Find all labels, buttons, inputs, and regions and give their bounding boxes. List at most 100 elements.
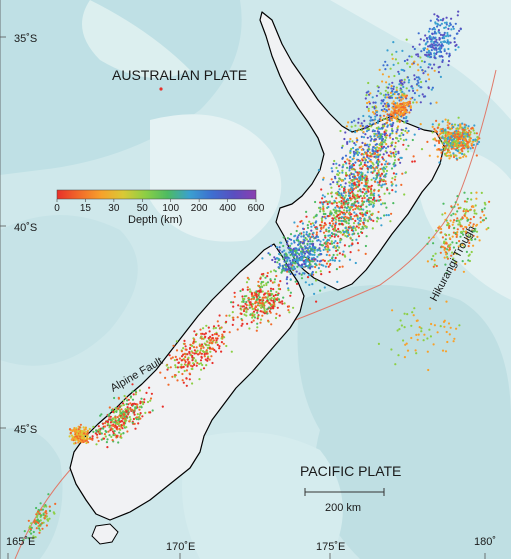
epicentre-dot [344, 215, 347, 218]
epicentre-dot [444, 350, 448, 353]
epicentre-dot [41, 508, 45, 511]
epicentre-dot [159, 87, 163, 91]
epicentre-dot [419, 101, 422, 104]
epicentre-dot [470, 191, 473, 195]
epicentre-dot [406, 349, 410, 352]
epicentre-dot [390, 94, 393, 97]
epicentre-dot [320, 273, 323, 276]
epicentre-dot [358, 184, 361, 187]
epicentre-dot [392, 93, 395, 96]
epicentre-dot [324, 212, 327, 216]
epicentre-dot [441, 44, 444, 47]
epicentre-dot [105, 441, 108, 444]
epicentre-dot [387, 105, 390, 108]
epicentre-dot [350, 229, 354, 232]
epicentre-dot [435, 38, 438, 41]
epicentre-dot [149, 397, 153, 400]
epicentre-dot [469, 238, 472, 241]
epicentre-dot [300, 277, 304, 280]
epicentre-dot [435, 130, 439, 133]
epicentre-dot [239, 305, 242, 308]
epicentre-dot [109, 429, 112, 432]
epicentre-dot [454, 154, 457, 157]
epicentre-dot [405, 127, 408, 130]
epicentre-dot [408, 79, 411, 82]
epicentre-dot [117, 397, 120, 400]
epicentre-dot [415, 333, 418, 336]
epicentre-dot [348, 140, 351, 143]
epicentre-dot [355, 238, 358, 241]
epicentre-dot [137, 422, 140, 425]
epicentre-dot [364, 97, 367, 100]
epicentre-dot [362, 221, 365, 224]
epicentre-dot [311, 260, 314, 263]
scale-bar-label: 200 km [325, 502, 361, 514]
epicentre-dot [422, 72, 425, 75]
epicentre-dot [433, 127, 436, 131]
epicentre-dot [367, 81, 370, 85]
epicentre-dot [347, 222, 350, 225]
epicentre-dot [113, 421, 116, 424]
epicentre-dot [31, 537, 35, 540]
epicentre-dot [288, 270, 291, 273]
epicentre-dot [402, 114, 405, 117]
epicentre-dot [413, 47, 416, 51]
epicentre-dot [448, 225, 451, 228]
epicentre-dot [428, 27, 431, 30]
lat-label-45s: 45˚S [14, 424, 37, 436]
epicentre-dot [425, 51, 429, 54]
epicentre-dot [367, 198, 370, 201]
epicentre-dot [38, 531, 41, 534]
epicentre-dot [22, 538, 25, 542]
epicentre-dot [346, 142, 349, 145]
epicentre-dot [70, 434, 74, 437]
epicentre-dot [35, 527, 38, 530]
epicentre-dot [475, 230, 479, 233]
epicentre-dot [465, 250, 468, 253]
epicentre-dot [316, 259, 319, 262]
epicentre-dot [349, 207, 352, 210]
epicentre-dot [383, 130, 386, 134]
epicentre-dot [484, 217, 488, 220]
epicentre-dot [108, 418, 111, 421]
epicentre-dot [453, 268, 457, 271]
epicentre-dot [469, 147, 472, 150]
epicentre-dot [95, 443, 98, 446]
epicentre-dot [294, 273, 297, 276]
epicentre-dot [441, 145, 445, 149]
epicentre-dot [186, 358, 189, 361]
epicentre-dot [131, 408, 134, 411]
epicentre-dot [427, 66, 430, 69]
epicentre-dot [177, 370, 180, 374]
epicentre-dot [149, 399, 152, 402]
epicentre-dot [377, 169, 380, 172]
epicentre-dot [443, 21, 447, 24]
epicentre-dot [341, 265, 344, 268]
epicentre-dot [385, 169, 389, 172]
epicentre-dot [293, 221, 296, 224]
epicentre-dot [433, 63, 436, 66]
epicentre-dot [28, 530, 31, 533]
epicentre-dot [481, 210, 484, 213]
epicentre-dot [419, 66, 422, 69]
epicentre-dot [393, 165, 396, 168]
epicentre-dot [392, 202, 395, 205]
epicentre-dot [273, 269, 276, 272]
epicentre-dot [196, 349, 199, 352]
depth-color-bar [56, 189, 257, 200]
epicentre-dot [435, 52, 438, 56]
epicentre-dot [306, 247, 309, 250]
epicentre-dot [354, 207, 357, 210]
epicentre-dot [300, 250, 303, 253]
epicentre-dot [348, 181, 351, 184]
epicentre-dot [288, 251, 291, 254]
epicentre-dot [366, 124, 369, 128]
epicentre-dot [445, 330, 448, 334]
epicentre-dot [422, 95, 426, 98]
epicentre-dot [75, 432, 79, 436]
epicentre-dot [319, 230, 322, 233]
epicentre-dot [470, 143, 473, 146]
epicentre-dot [464, 134, 468, 137]
epicentre-dot [296, 251, 299, 254]
epicentre-dot [337, 194, 340, 197]
